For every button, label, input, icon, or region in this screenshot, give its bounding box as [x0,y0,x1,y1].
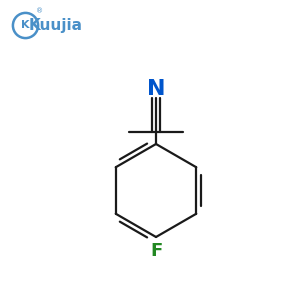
Text: F: F [150,242,162,260]
Text: ®: ® [36,8,43,14]
Text: N: N [147,79,165,99]
Text: K: K [21,20,30,31]
Text: Kuujia: Kuujia [29,18,83,33]
